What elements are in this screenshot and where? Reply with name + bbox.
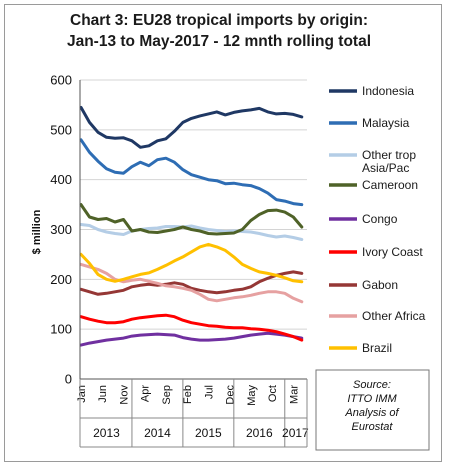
legend-label-other-trop-asia-pac-2: Asia/Pac (362, 161, 409, 175)
year-label-2015: 2015 (195, 426, 222, 440)
series-line-ivory-coast (79, 313, 304, 342)
x-tick-label-mar-50: Mar (288, 385, 300, 404)
series-line-congo (79, 331, 304, 347)
year-label-2014: 2014 (144, 426, 171, 440)
source-box: Source: ITTO IMM Analysis of Eurostat (315, 369, 430, 451)
series-line-malaysia (79, 138, 304, 207)
legend-label-cameroon: Cameroon (362, 178, 418, 192)
x-axis-ticks: Jan Jun Nov Apr Sep Feb Jul Dec May Oct Mar (76, 385, 300, 406)
x-tick-label-may-40: May (246, 385, 258, 406)
chart-title-line-1: Chart 3: EU28 tropical imports by origin… (70, 12, 368, 29)
series-line-brazil (79, 242, 304, 284)
y-tick-label-200: 200 (50, 272, 72, 287)
legend-label-congo: Congo (362, 212, 398, 226)
legend-label-other-trop-asia-pac: Other trop (362, 148, 416, 162)
y-tick-label-300: 300 (50, 222, 72, 237)
source-line-3: Analysis of (344, 407, 399, 419)
y-tick-label-400: 400 (50, 172, 72, 187)
year-label-2016: 2016 (246, 426, 273, 440)
x-axis-years: 2013 2014 2015 2016 2017 (79, 379, 309, 448)
chart-title: Chart 3: EU28 tropical imports by origin… (0, 10, 438, 52)
y-axis-ticks: 0 100 200 300 400 500 600 (50, 73, 72, 387)
axes (79, 80, 307, 380)
source-line-4: Eurostat (352, 421, 394, 433)
year-label-2013: 2013 (93, 426, 120, 440)
y-tick-label-0: 0 (65, 372, 72, 387)
x-tick-label-oct-45: Oct (267, 385, 279, 402)
series-lines (79, 105, 304, 347)
x-tick-label-jun-5: Jun (97, 385, 109, 403)
source-line-2: ITTO IMM (347, 393, 397, 405)
x-tick-label-jul-30: Jul (203, 385, 215, 399)
y-axis-label: $ million (31, 209, 43, 254)
series-line-other-trop-asia-pac (79, 223, 304, 241)
source-text: Source: ITTO IMM Analysis of Eurostat (344, 379, 399, 433)
source-box-border (315, 369, 430, 451)
x-tick-label-jan-0: Jan (76, 385, 88, 403)
series-line-other-africa (79, 262, 304, 304)
chart-title-line-2: Jan-13 to May-2017 - 12 mnth rolling tot… (66, 33, 372, 50)
legend-label-other-africa: Other Africa (362, 309, 426, 323)
legend-label-ivory-coast: Ivory Coast (362, 245, 423, 259)
series-line-indonesia (79, 105, 304, 149)
x-tick-label-feb-25: Feb (182, 385, 194, 404)
legend-label-indonesia: Indonesia (362, 84, 414, 98)
y-tick-label-500: 500 (50, 122, 72, 137)
x-tick-label-dec-35: Dec (225, 385, 237, 405)
legend-label-malaysia: Malaysia (362, 116, 410, 130)
x-tick-label-sep-20: Sep (161, 385, 173, 405)
x-tick-label-nov-10: Nov (118, 385, 130, 405)
y-tick-label-100: 100 (50, 322, 72, 337)
year-label-2017: 2017 (282, 426, 309, 440)
legend-label-brazil: Brazil (362, 341, 392, 355)
x-tick-label-apr-15: Apr (140, 385, 152, 402)
source-line-1: Source: (353, 379, 391, 391)
legend-label-gabon: Gabon (362, 278, 398, 292)
y-tick-label-600: 600 (50, 73, 72, 88)
series-line-cameroon (79, 203, 304, 236)
series-line-gabon (79, 270, 304, 296)
